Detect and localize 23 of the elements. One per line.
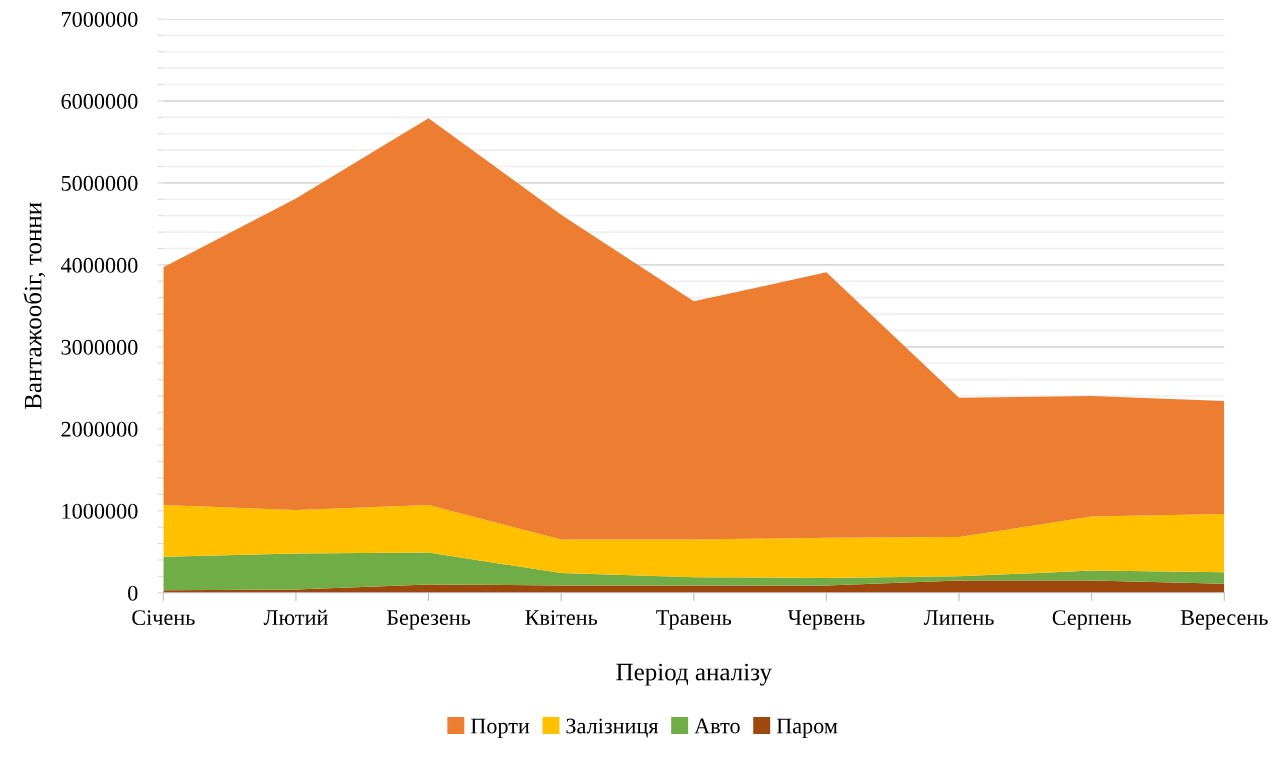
y-tick-label: 2000000 <box>61 421 138 437</box>
legend-label: Залізниця <box>566 718 659 738</box>
x-tick-label: Червень <box>787 610 865 630</box>
x-tick-label: Лютий <box>263 609 328 626</box>
x-tick-label: Травень <box>656 610 732 630</box>
y-tick-label: 0 <box>128 585 138 601</box>
x-tick-label: Липень <box>923 610 994 626</box>
x-axis-title: Період аналізу <box>616 663 772 686</box>
x-tick-label: Січень <box>132 610 195 626</box>
y-tick-label: 6000000 <box>61 93 138 109</box>
y-tick-label: 1000000 <box>62 503 138 519</box>
x-tick-label: Квітень <box>525 610 598 626</box>
legend-label: Порти <box>470 718 530 738</box>
legend-label: Паром <box>776 718 838 738</box>
y-tick-label: 5000000 <box>61 175 138 191</box>
x-tick-label: Березень <box>386 610 471 630</box>
x-tick-label: Вересень <box>1180 610 1268 630</box>
y-tick-label: 4000000 <box>60 257 138 273</box>
legend-label: Авто <box>694 718 740 734</box>
y-tick-label: 3000000 <box>61 339 138 355</box>
y-tick-label: 7000000 <box>62 11 138 27</box>
x-tick-label: Серпень <box>1052 610 1131 630</box>
y-axis-title: Вантажообіг, тонни <box>23 202 46 410</box>
